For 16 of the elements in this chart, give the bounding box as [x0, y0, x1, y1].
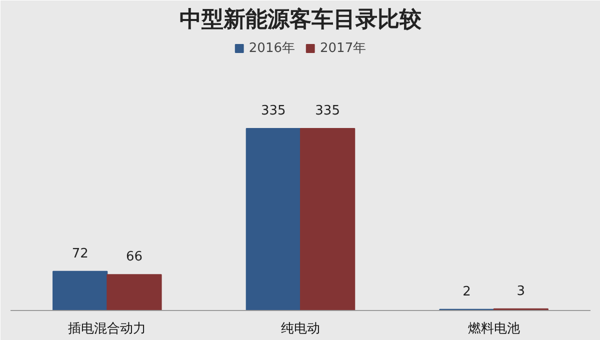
bar	[300, 128, 356, 310]
x-tick-label: 纯电动	[281, 322, 320, 336]
data-label: 3	[516, 284, 526, 299]
data-label: 335	[261, 104, 286, 118]
bar	[106, 274, 162, 310]
data-label: 72	[72, 246, 88, 262]
data-label: 66	[126, 250, 143, 265]
x-tick-label: 插电混合动力	[68, 322, 146, 336]
x-tick-label: 燃料电池	[468, 322, 520, 336]
data-label: 2	[462, 284, 471, 300]
bar	[52, 270, 108, 310]
bar	[246, 128, 301, 310]
legend-label: 2016年	[248, 40, 295, 57]
data-label: 335	[315, 104, 340, 118]
chart-title: 中型新能源客车目录比较	[180, 6, 422, 32]
legend-label: 2017年	[320, 40, 366, 57]
